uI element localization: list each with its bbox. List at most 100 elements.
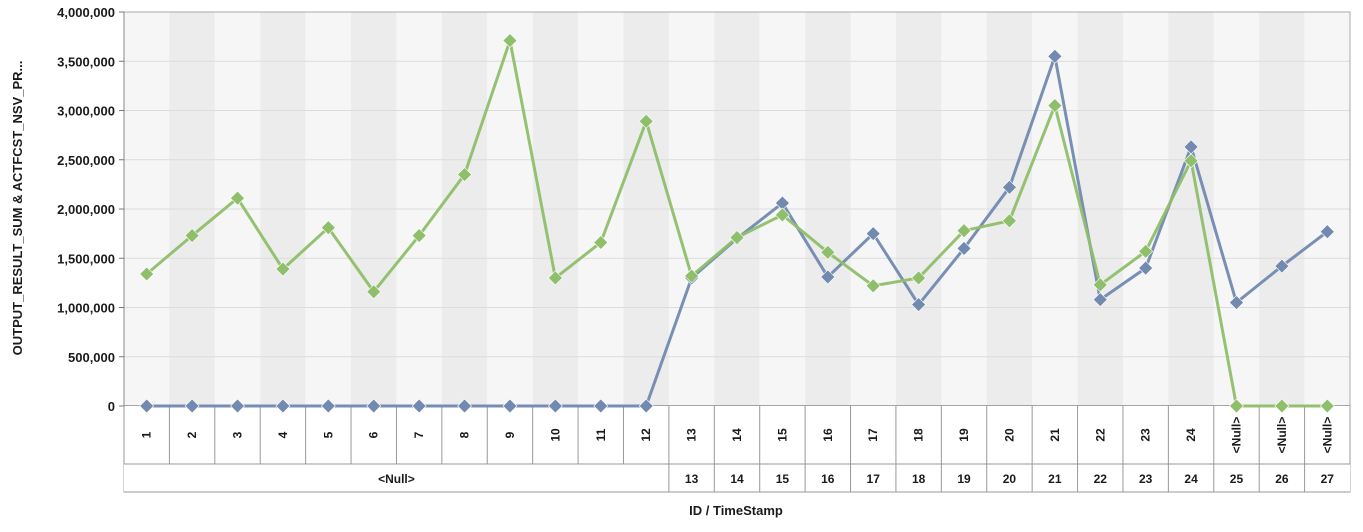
x-tick-label-timestamp: 27 (1321, 472, 1335, 486)
y-tick-label: 0 (108, 399, 115, 414)
x-tick-label-id: 19 (957, 428, 971, 442)
x-tick-label-id: 2 (185, 431, 199, 438)
data-point[interactable] (684, 268, 700, 284)
data-point[interactable] (865, 226, 881, 242)
data-point[interactable] (320, 398, 336, 414)
data-point[interactable] (1002, 213, 1017, 229)
data-point[interactable] (1319, 398, 1335, 414)
y-axis-ticks: 0 500,000 1,000,000 1,500,000 2,000,000 2,500… (57, 5, 124, 414)
data-point[interactable] (230, 190, 245, 206)
data-point[interactable] (366, 398, 382, 414)
x-tick-label-timestamp: 23 (1139, 472, 1153, 486)
data-point[interactable] (774, 207, 790, 223)
x-tick-label-timestamp: 13 (685, 472, 699, 486)
data-point[interactable] (911, 297, 927, 312)
data-point[interactable] (820, 244, 836, 260)
data-point[interactable] (911, 270, 927, 286)
x-tick-label-id: 22 (1093, 428, 1107, 442)
data-point[interactable] (411, 398, 427, 414)
data-point[interactable] (457, 167, 472, 182)
data-point[interactable] (820, 269, 836, 285)
y-tick-label: 1,000,000 (57, 301, 115, 316)
data-point[interactable] (593, 398, 609, 414)
data-point[interactable] (956, 223, 972, 239)
data-point[interactable] (1092, 277, 1108, 293)
data-point[interactable] (1229, 398, 1244, 414)
x-tick-label-timestamp: 22 (1094, 472, 1108, 486)
x-tick-label-id: <Null> (1229, 417, 1243, 454)
x-tick-label-id: 17 (866, 428, 880, 442)
x-tick-label-id: 24 (1184, 428, 1198, 442)
x-tick-label-id: <Null> (1320, 417, 1334, 454)
data-point[interactable] (1229, 295, 1244, 310)
table-background (124, 406, 1350, 492)
data-point[interactable] (1183, 153, 1199, 169)
x-tick-label-id: 14 (730, 428, 744, 442)
x-tick-label-id: 1 (140, 431, 154, 438)
data-point[interactable] (1138, 243, 1154, 259)
data-point[interactable] (1092, 292, 1108, 308)
y-tick-label: 1,500,000 (57, 251, 115, 266)
x-axis-table: 1 2 3 4 5 6 7 8 9 10 11 12 13 14 15 16 17 18 19 20 21 22 23 24 <… (123, 406, 1351, 493)
x-tick-label-id: 7 (412, 431, 426, 438)
data-point[interactable] (865, 278, 881, 294)
y-tick-label: 2,000,000 (57, 202, 115, 217)
data-point[interactable] (230, 398, 245, 414)
data-point[interactable] (1002, 179, 1017, 195)
x-tick-label-id: 21 (1048, 428, 1062, 442)
data-point[interactable] (1274, 258, 1290, 274)
x-axis-title: ID / TimeStamp (689, 503, 783, 518)
x-tick-label-timestamp: 26 (1275, 472, 1289, 486)
data-point[interactable] (275, 261, 291, 277)
x-tick-label-id: 13 (685, 428, 699, 442)
x-tick-label-id: 8 (458, 431, 472, 438)
data-point[interactable] (1047, 98, 1063, 113)
data-point[interactable] (139, 266, 155, 282)
data-point[interactable] (275, 398, 291, 414)
data-point[interactable] (1319, 224, 1335, 240)
x-tick-label-id: 4 (276, 431, 290, 438)
data-point[interactable] (729, 230, 745, 245)
data-point[interactable] (956, 240, 972, 256)
data-point[interactable] (1274, 398, 1290, 414)
data-point[interactable] (184, 398, 200, 414)
x-tick-label-id: 18 (912, 428, 926, 442)
x-tick-label-id: 3 (231, 431, 245, 438)
data-point[interactable] (502, 398, 518, 414)
x-tick-label-id: 6 (367, 431, 381, 438)
x-tick-label-id: 9 (503, 431, 517, 438)
y-axis-title: OUTPUT_RESULT_SUM & ACTFCST_NSV_PR... (10, 61, 25, 356)
x-tick-label-id: 15 (775, 428, 789, 442)
data-point[interactable] (411, 228, 427, 244)
x-tick-label-id: 23 (1139, 428, 1153, 442)
x-tick-label-id: 20 (1002, 428, 1016, 442)
data-point[interactable] (457, 398, 472, 414)
data-point[interactable] (184, 228, 200, 244)
x-tick-label-timestamp: 24 (1184, 472, 1198, 486)
y-tick-label: 500,000 (68, 350, 115, 365)
data-point[interactable] (1047, 48, 1063, 64)
data-point[interactable] (547, 398, 563, 414)
x-tick-label-id: 16 (821, 428, 835, 442)
x-tick-label-timestamp: 20 (1003, 472, 1017, 486)
data-point[interactable] (547, 270, 563, 286)
data-point[interactable] (593, 235, 609, 250)
data-point[interactable] (638, 113, 654, 129)
x-tick-label-timestamp: 14 (730, 472, 744, 486)
x-tick-label-timestamp: 25 (1230, 472, 1244, 486)
x-tick-label-id: <Null> (1275, 417, 1289, 454)
data-point[interactable] (1138, 260, 1154, 276)
x-tick-label-id: 11 (594, 428, 608, 441)
data-point[interactable] (502, 33, 518, 48)
data-point[interactable] (638, 398, 654, 414)
data-point[interactable] (366, 284, 382, 300)
x-tick-label-timestamp: 18 (912, 472, 926, 486)
data-point[interactable] (320, 220, 336, 236)
y-tick-label: 3,000,000 (57, 104, 115, 119)
x-tick-label-timestamp: 19 (957, 472, 971, 486)
data-point[interactable] (139, 398, 155, 414)
y-tick-label: 4,000,000 (57, 5, 115, 20)
series-lines (139, 33, 1335, 414)
